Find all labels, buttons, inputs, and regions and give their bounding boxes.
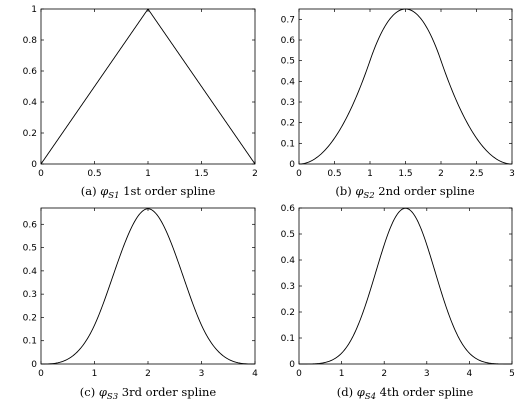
y-tick-label: 0.2 bbox=[23, 313, 37, 323]
y-tick-label: 0.6 bbox=[281, 204, 296, 214]
x-tick-label: 2 bbox=[381, 369, 387, 379]
x-tick-label: 5 bbox=[509, 369, 515, 379]
chart-panel-b: 0 0.5 1 1.5 2 2.5 3 0 0.1 0.2 0.3 0.4 0.5 0.6 0.7 (b) φ… bbox=[281, 8, 515, 201]
panel-caption: (d) φS4 4th order spline bbox=[337, 385, 474, 402]
x-tick-label: 3 bbox=[424, 369, 430, 379]
caption-subscript: S2 bbox=[363, 191, 374, 201]
plot-frame bbox=[298, 8, 513, 165]
caption-prefix: (a) bbox=[81, 184, 101, 198]
x-tick-label: 0 bbox=[38, 369, 44, 379]
y-tick-label: 0.3 bbox=[281, 98, 295, 108]
y-tick-label: 0.2 bbox=[23, 129, 37, 139]
y-tick-label: 0.4 bbox=[281, 256, 296, 266]
x-tick-label: 3 bbox=[199, 369, 205, 379]
caption-prefix: (b) bbox=[335, 184, 355, 198]
chart-panel-c: 0 1 2 3 4 0 0.1 0.2 0.3 0.4 0.5 0.6 (c) φS3 3rd orde… bbox=[23, 207, 258, 402]
x-tick-label: 0.5 bbox=[327, 169, 341, 179]
caption-symbol: φ bbox=[99, 385, 107, 399]
y-tick-label: 0.2 bbox=[281, 308, 295, 318]
plot-frame bbox=[298, 207, 513, 365]
y-tick-label: 0.3 bbox=[23, 290, 37, 300]
y-tick-label: 0.6 bbox=[23, 220, 38, 230]
x-tick-label: 0.5 bbox=[87, 169, 101, 179]
x-tick-label: 3 bbox=[509, 169, 515, 179]
series-line bbox=[298, 8, 513, 165]
caption-subscript: S1 bbox=[108, 191, 119, 201]
y-tick-label: 0 bbox=[289, 160, 295, 170]
panel-caption: (b) φS2 2nd order spline bbox=[335, 184, 474, 201]
caption-text: 3rd order spline bbox=[118, 385, 216, 399]
y-tick-label: 0.8 bbox=[23, 36, 38, 46]
y-tick-label: 0.5 bbox=[281, 57, 295, 67]
caption-prefix: (d) bbox=[337, 385, 357, 399]
y-tick-label: 0 bbox=[31, 160, 37, 170]
panel-caption: (a) φS1 1st order spline bbox=[81, 184, 216, 201]
caption-subscript: S4 bbox=[365, 392, 376, 402]
x-tick-label: 1 bbox=[92, 369, 98, 379]
series-line bbox=[41, 208, 255, 365]
x-tick-label: 1 bbox=[367, 169, 373, 179]
series-line bbox=[40, 8, 256, 165]
x-tick-label: 0 bbox=[296, 169, 302, 179]
caption-symbol: φ bbox=[355, 184, 363, 198]
x-tick-label: 1.5 bbox=[194, 169, 208, 179]
x-tick-label: 2 bbox=[145, 369, 151, 379]
x-tick-label: 4 bbox=[467, 369, 473, 379]
x-tick-label: 4 bbox=[252, 369, 258, 379]
y-tick-label: 0.5 bbox=[281, 230, 295, 240]
series-line bbox=[299, 207, 512, 365]
caption-prefix: (c) bbox=[80, 385, 99, 399]
y-tick-label: 0.1 bbox=[281, 334, 295, 344]
y-tick-label: 0.3 bbox=[281, 282, 295, 292]
caption-subscript: S3 bbox=[107, 392, 118, 402]
x-tick-label: 1 bbox=[339, 369, 345, 379]
chart-panel-d: 0 1 2 3 4 5 0 0.1 0.2 0.3 0.4 0.5 0.6 (d) φS4 4th ord… bbox=[281, 204, 515, 402]
x-tick-label: 2 bbox=[438, 169, 444, 179]
y-tick-label: 0.1 bbox=[281, 139, 295, 149]
y-tick-label: 0.4 bbox=[281, 77, 296, 87]
caption-text: 4th order spline bbox=[376, 385, 473, 399]
y-tick-label: 0.6 bbox=[23, 67, 38, 77]
chart-panel-a: 0 0.5 1 1.5 2 0 0.2 0.4 0.6 0.8 1 (a) φS1 1st order… bbox=[23, 5, 258, 201]
caption-symbol: φ bbox=[357, 385, 365, 399]
caption-text: 1st order spline bbox=[120, 184, 216, 198]
x-tick-label: 2.5 bbox=[469, 169, 483, 179]
y-tick-label: 0.1 bbox=[23, 337, 37, 347]
y-tick-label: 0.4 bbox=[23, 267, 38, 277]
y-tick-label: 0 bbox=[289, 360, 295, 370]
y-tick-label: 0.5 bbox=[23, 244, 37, 254]
x-tick-label: 1 bbox=[145, 169, 151, 179]
caption-text: 2nd order spline bbox=[375, 184, 475, 198]
x-tick-label: 2 bbox=[252, 169, 258, 179]
x-tick-label: 1.5 bbox=[398, 169, 412, 179]
x-tick-label: 0 bbox=[38, 169, 44, 179]
y-tick-label: 0.6 bbox=[281, 36, 296, 46]
y-tick-label: 1 bbox=[31, 5, 37, 15]
plot-frame bbox=[40, 8, 256, 165]
y-tick-label: 0.2 bbox=[281, 119, 295, 129]
caption-symbol: φ bbox=[100, 184, 108, 198]
plot-frame bbox=[40, 207, 256, 365]
y-tick-label: 0.4 bbox=[23, 98, 38, 108]
x-tick-label: 0 bbox=[296, 369, 302, 379]
panel-caption: (c) φS3 3rd order spline bbox=[80, 385, 217, 402]
y-tick-label: 0.7 bbox=[281, 15, 295, 25]
y-tick-label: 0 bbox=[31, 360, 37, 370]
